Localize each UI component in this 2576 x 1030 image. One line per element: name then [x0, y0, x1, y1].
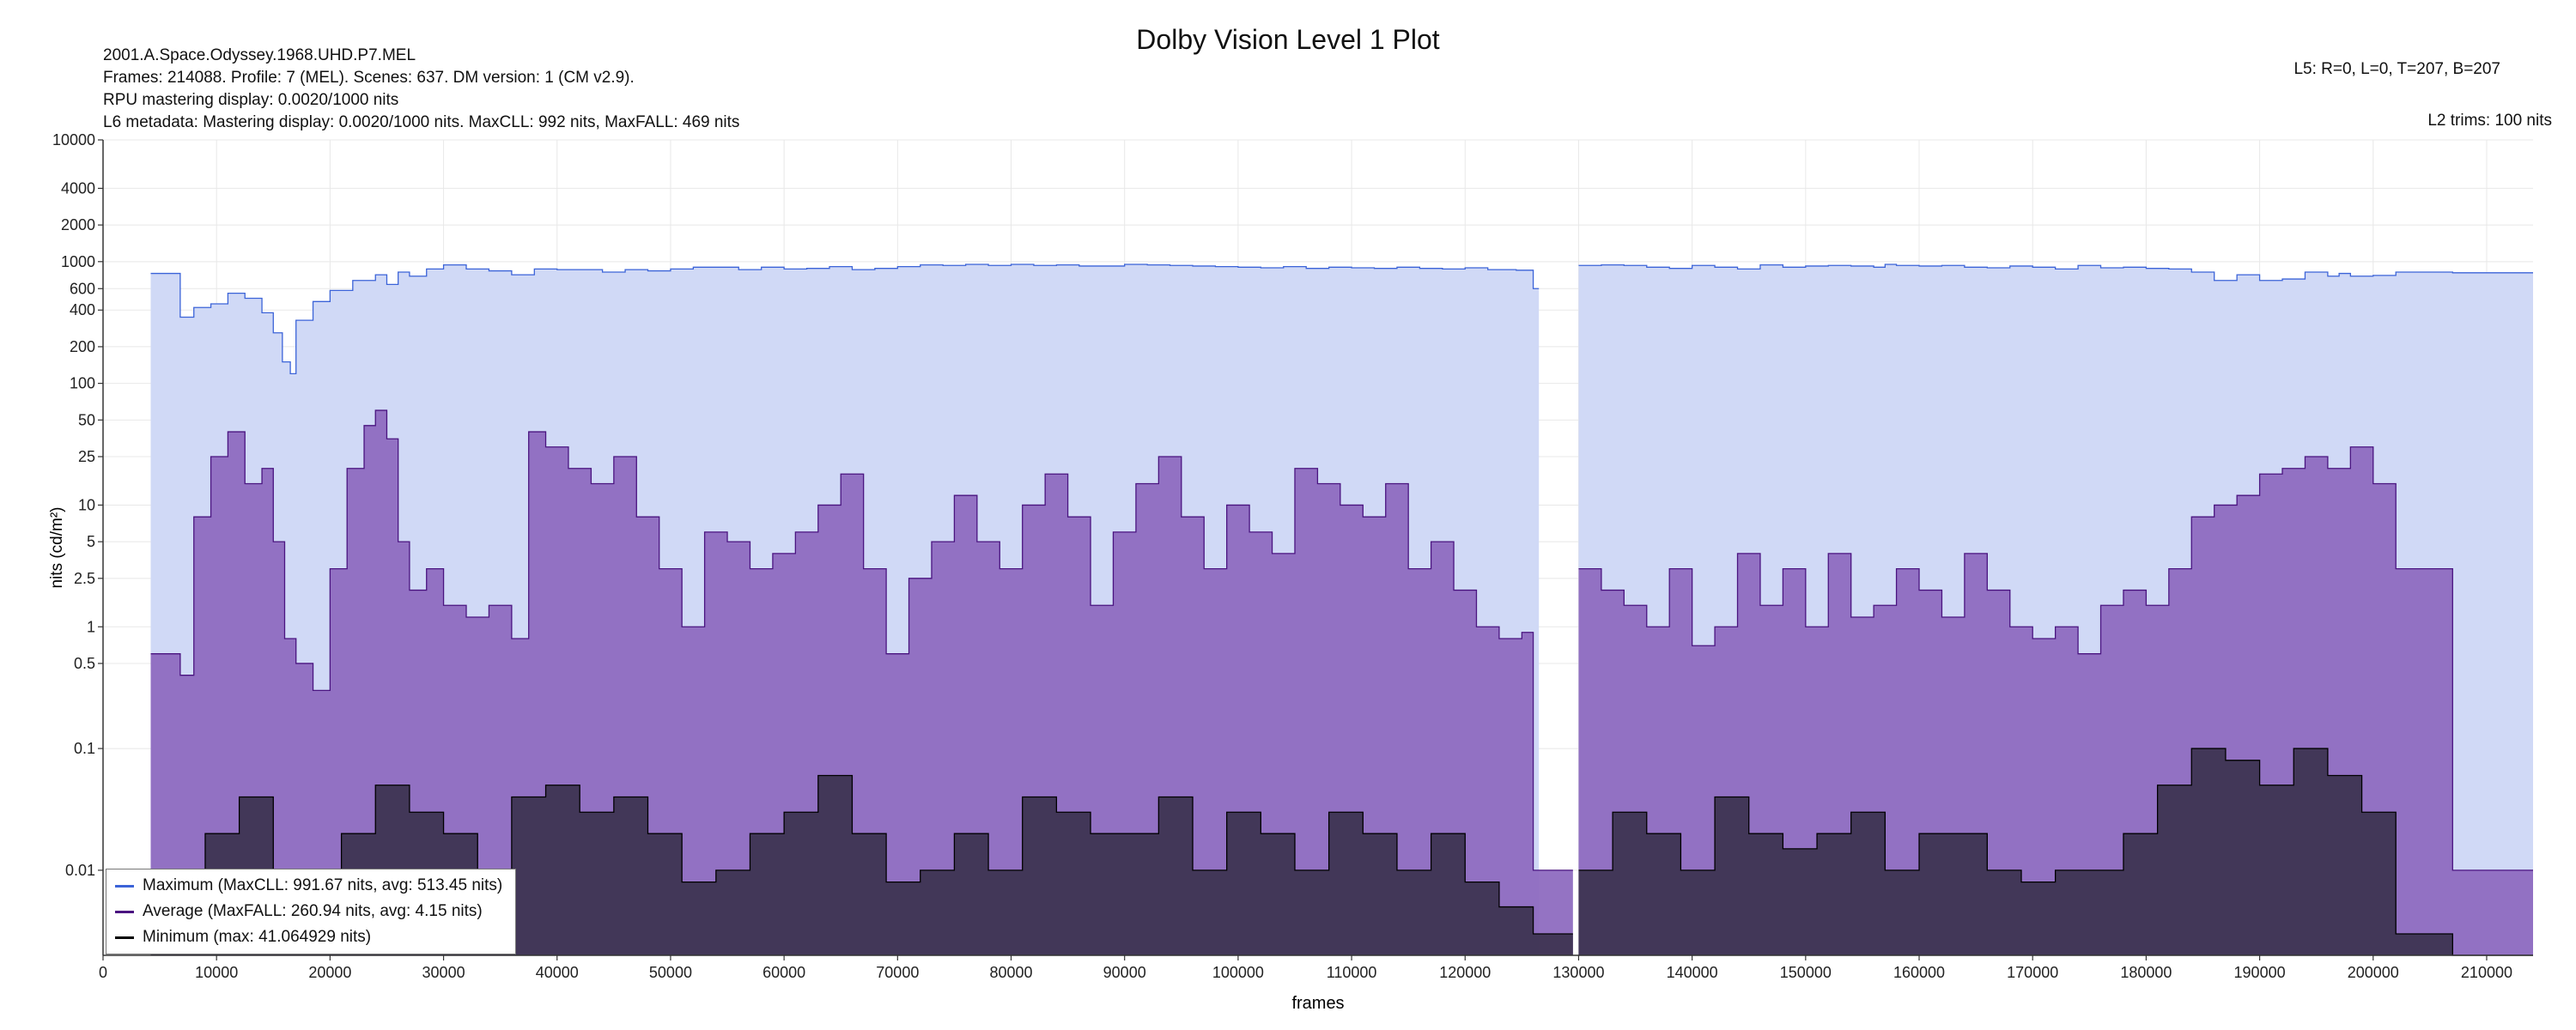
- x-tick-label: 90000: [1103, 964, 1146, 981]
- x-tick-label: 0: [99, 964, 107, 981]
- x-tick-label: 210000: [2461, 964, 2512, 981]
- x-tick-label: 50000: [649, 964, 692, 981]
- legend-label-maximum: Maximum (MaxCLL: 991.67 nits, avg: 513.4…: [143, 876, 503, 894]
- series-line-minimum: [150, 774, 1573, 935]
- x-tick-label: 140000: [1667, 964, 1718, 981]
- y-tick-label: 0.01: [65, 862, 95, 879]
- x-tick-label: 60000: [762, 964, 805, 981]
- x-tick-label: 40000: [536, 964, 579, 981]
- y-tick-label: 600: [70, 280, 95, 297]
- l6-metadata-info: L6 metadata: Mastering display: 0.0020/1…: [103, 113, 740, 131]
- series-line-maximum: [1578, 264, 2533, 282]
- metadata-info: 2001.A.Space.Odyssey.1968.UHD.P7.MEL Fra…: [103, 45, 739, 134]
- x-axis-label: frames: [1291, 994, 1344, 1013]
- y-tick-label: 1000: [61, 253, 95, 270]
- file-name: 2001.A.Space.Odyssey.1968.UHD.P7.MEL: [103, 46, 416, 64]
- legend-label-minimum: Minimum (max: 41.064929 nits): [143, 928, 372, 946]
- legend-swatch-average: [115, 910, 134, 913]
- x-tick-label: 100000: [1212, 964, 1264, 981]
- x-tick-label: 150000: [1780, 964, 1832, 981]
- y-tick-label: 400: [70, 301, 95, 318]
- y-axis-label: nits (cd/m²): [48, 507, 66, 589]
- legend-swatch-minimum: [115, 936, 134, 939]
- x-tick-label: 200000: [2348, 964, 2399, 981]
- x-tick-label: 70000: [876, 964, 919, 981]
- x-tick-label: 120000: [1439, 964, 1491, 981]
- y-tick-label: 5: [87, 533, 95, 550]
- y-tick-label: 2.5: [74, 570, 95, 587]
- y-tick-label: 2000: [61, 216, 95, 233]
- y-tick-label: 10: [78, 496, 95, 513]
- series-line-average: [1578, 446, 2533, 871]
- x-tick-label: 190000: [2234, 964, 2286, 981]
- y-tick-label: 200: [70, 338, 95, 355]
- axes: [102, 140, 2533, 956]
- rpu-mastering-info: RPU mastering display: 0.0020/1000 nits: [103, 91, 399, 109]
- legend-item-maximum: Maximum (MaxCLL: 991.67 nits, avg: 513.4…: [115, 875, 502, 897]
- l2-trims-info: L2 trims: 100 nits: [2427, 112, 2552, 130]
- frames-info: Frames: 214088. Profile: 7 (MEL). Scenes…: [103, 69, 635, 87]
- series-area-minimum: [1578, 748, 2533, 955]
- y-tick-label: 0.1: [74, 740, 95, 757]
- l5-info: L5: R=0, L=0, T=207, B=207: [2293, 60, 2500, 78]
- x-tick-label: 180000: [2120, 964, 2172, 981]
- series-area-average: [150, 410, 1573, 956]
- x-tick-label: 170000: [2007, 964, 2058, 981]
- x-tick-label: 20000: [308, 964, 351, 981]
- y-tick-label: 4000: [61, 179, 95, 197]
- x-tick-label: 30000: [422, 964, 465, 981]
- x-tick-label: 10000: [195, 964, 238, 981]
- legend-item-average: Average (MaxFALL: 260.94 nits, avg: 4.15…: [115, 900, 483, 923]
- series-areas: [150, 264, 2533, 956]
- x-tick-label: 110000: [1327, 964, 1377, 981]
- y-tick-label: 0.5: [74, 655, 95, 672]
- legend: Maximum (MaxCLL: 991.67 nits, avg: 513.4…: [106, 869, 516, 954]
- chart-title: Dolby Vision Level 1 Plot: [1136, 24, 1440, 55]
- x-tick-label: 160000: [1893, 964, 1945, 981]
- y-tick-label: 25: [78, 448, 95, 465]
- x-tick-labels: 0 10000 20000 30000 40000 50000 60000 70000 8000…: [99, 955, 2512, 981]
- series-line-minimum: [1578, 748, 2533, 956]
- y-tick-label: 10000: [52, 131, 95, 148]
- x-tick-label: 80000: [989, 964, 1032, 981]
- x-tick-label: 130000: [1552, 964, 1604, 981]
- series-line-average: [150, 409, 1573, 871]
- y-tick-labels: 0.01 0.1 0.5 1 2.5 5 10 25 50 100 200 400 600 1000 200…: [52, 131, 103, 879]
- legend-label-average: Average (MaxFALL: 260.94 nits, avg: 4.15…: [143, 902, 483, 920]
- series-line-maximum: [150, 264, 1540, 375]
- y-tick-label: 50: [78, 411, 95, 428]
- legend-swatch-maximum: [115, 884, 134, 888]
- legend-item-minimum: Minimum (max: 41.064929 nits): [115, 926, 371, 948]
- y-tick-label: 100: [70, 375, 95, 392]
- y-tick-label: 1: [87, 618, 95, 635]
